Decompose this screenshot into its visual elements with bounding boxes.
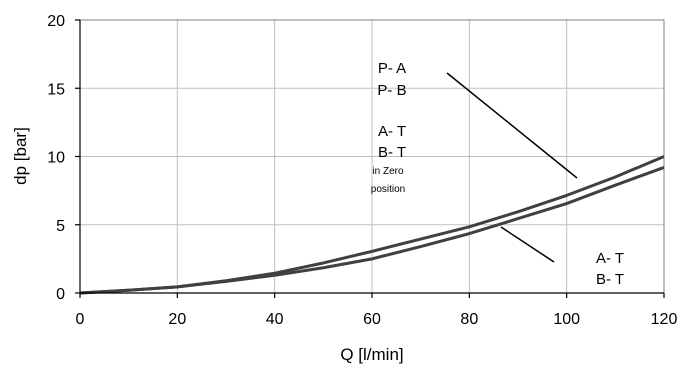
- annotation-upper-leader: [446, 72, 578, 179]
- series-line-2: [79, 166, 665, 295]
- annotation-lower-leader: [500, 226, 555, 263]
- annotation-lower-b-t: B- T: [596, 271, 624, 288]
- x-tick-label: 40: [266, 311, 284, 328]
- x-tick-label: 0: [76, 311, 85, 328]
- annotation-upper-in-zero: in Zero: [372, 166, 404, 177]
- annotation-upper-b-t: B- T: [378, 144, 406, 161]
- y-tick-label: 10: [47, 150, 65, 167]
- y-axis-label: dp [bar]: [11, 127, 30, 185]
- y-tick-label: 5: [56, 218, 65, 235]
- x-tick-label: 20: [168, 311, 186, 328]
- y-tick-label: 0: [56, 286, 65, 303]
- x-tick-label: 100: [553, 311, 580, 328]
- annotation-upper-p-a: P- A: [378, 60, 406, 77]
- grid: [80, 20, 664, 293]
- annotation-upper-p-b: P- B: [377, 82, 406, 99]
- x-axis-label: Q [l/min]: [340, 345, 403, 364]
- y-tick-label: 20: [47, 13, 65, 30]
- annotation-lower-a-t: A- T: [596, 250, 624, 267]
- tick-labels: 0 20 40 60 80 100 120 0 5 10 15 20: [47, 13, 677, 328]
- annotation-upper-position: position: [371, 184, 405, 195]
- y-tick-label: 15: [47, 81, 65, 98]
- x-tick-label: 60: [363, 311, 381, 328]
- series-group: [79, 155, 665, 295]
- x-tick-label: 120: [651, 311, 678, 328]
- axes: [75, 19, 665, 298]
- x-tick-label: 80: [460, 311, 478, 328]
- annotation-upper-a-t: A- T: [378, 123, 406, 140]
